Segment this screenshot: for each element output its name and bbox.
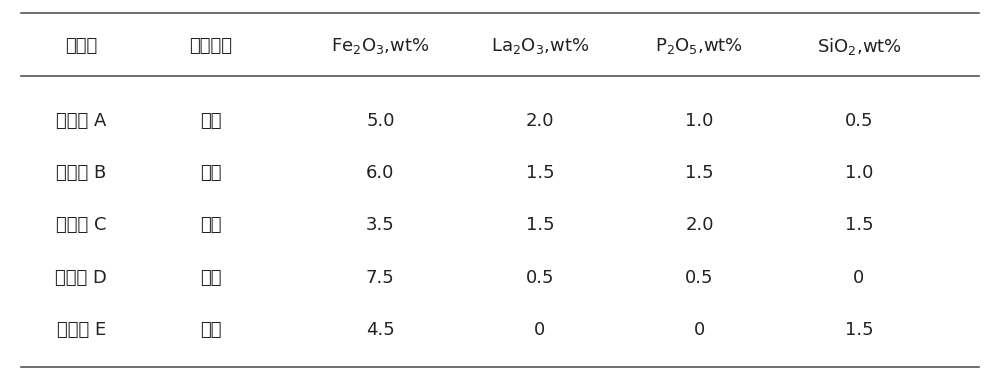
Text: 催化剂 B: 催化剂 B xyxy=(56,164,106,182)
Text: 催化剂 C: 催化剂 C xyxy=(56,216,106,234)
Text: 6.0: 6.0 xyxy=(366,164,395,182)
Text: 0.5: 0.5 xyxy=(526,268,554,287)
Text: SiO$_2$,wt%: SiO$_2$,wt% xyxy=(817,36,901,57)
Text: 0.5: 0.5 xyxy=(685,268,714,287)
Text: 0.5: 0.5 xyxy=(845,112,873,130)
Text: 成型方式: 成型方式 xyxy=(189,37,232,55)
Text: 喷雾: 喷雾 xyxy=(200,216,222,234)
Text: 2.0: 2.0 xyxy=(526,112,554,130)
Text: 2.0: 2.0 xyxy=(685,216,714,234)
Text: 0: 0 xyxy=(853,268,865,287)
Text: 催化剂 D: 催化剂 D xyxy=(55,268,107,287)
Text: 4.5: 4.5 xyxy=(366,321,395,339)
Text: 1.0: 1.0 xyxy=(685,112,714,130)
Text: 挤条: 挤条 xyxy=(200,112,222,130)
Text: 1.5: 1.5 xyxy=(845,321,873,339)
Text: 7.5: 7.5 xyxy=(366,268,395,287)
Text: 1.5: 1.5 xyxy=(845,216,873,234)
Text: Fe$_2$O$_3$,wt%: Fe$_2$O$_3$,wt% xyxy=(331,36,430,56)
Text: La$_2$O$_3$,wt%: La$_2$O$_3$,wt% xyxy=(491,36,589,56)
Text: 0: 0 xyxy=(694,321,705,339)
Text: 挤条: 挤条 xyxy=(200,268,222,287)
Text: 5.0: 5.0 xyxy=(366,112,395,130)
Text: 1.5: 1.5 xyxy=(685,164,714,182)
Text: 催化剂 A: 催化剂 A xyxy=(56,112,106,130)
Text: 催化剂: 催化剂 xyxy=(65,37,97,55)
Text: 3.5: 3.5 xyxy=(366,216,395,234)
Text: P$_2$O$_5$,wt%: P$_2$O$_5$,wt% xyxy=(655,36,743,56)
Text: 1.0: 1.0 xyxy=(845,164,873,182)
Text: 1.5: 1.5 xyxy=(526,216,554,234)
Text: 催化剂 E: 催化剂 E xyxy=(57,321,106,339)
Text: 挤条: 挤条 xyxy=(200,164,222,182)
Text: 喷雾: 喷雾 xyxy=(200,321,222,339)
Text: 1.5: 1.5 xyxy=(526,164,554,182)
Text: 0: 0 xyxy=(534,321,546,339)
